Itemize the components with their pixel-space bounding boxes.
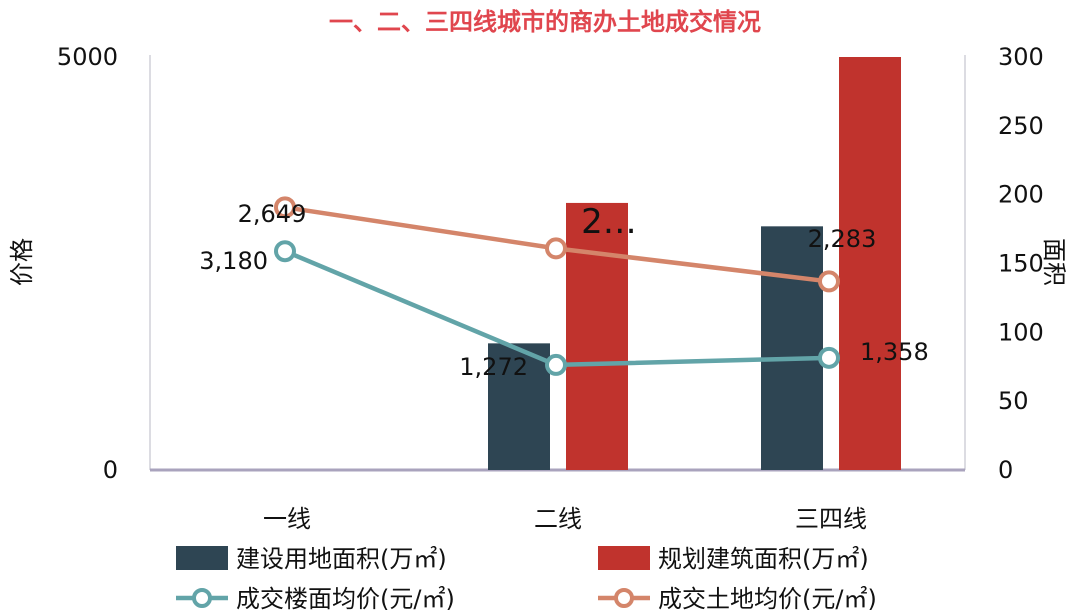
y-right-tick-label: 150 [998, 250, 1044, 278]
line-data-label: 1,358 [860, 338, 929, 366]
line-point [545, 353, 567, 376]
legend-swatch [598, 546, 650, 570]
legend-swatch-marker [192, 588, 212, 608]
line-data-label: 1,272 [459, 353, 528, 381]
y-right-tick-label: 100 [998, 318, 1044, 346]
legend-swatch-marker [614, 588, 634, 608]
legend-label: 规划建筑面积(万㎡) [658, 545, 869, 573]
y-right-tick-label: 300 [998, 43, 1044, 71]
y-right-tick-label: 200 [998, 181, 1044, 209]
y-right-tick-label: 50 [998, 387, 1029, 415]
chart-title: 一、二、三四线城市的商办土地成交情况 [329, 8, 761, 36]
x-tick-label: 三四线 [795, 505, 867, 533]
bar [839, 57, 901, 470]
y-left-tick-label: 0 [103, 456, 118, 484]
line-point [818, 270, 840, 293]
line-point [545, 237, 567, 260]
line-point [274, 240, 296, 263]
legend-swatch [176, 546, 228, 570]
x-tick-label: 二线 [534, 505, 582, 533]
line-data-label: 2,283 [808, 225, 877, 253]
line-point [274, 196, 296, 219]
series-line [284, 249, 830, 368]
legend-label: 成交楼面均价(元/㎡) [236, 585, 455, 613]
y-right-tick-label: 0 [998, 456, 1013, 484]
line-data-label: 3,180 [199, 247, 268, 275]
y-left-label: 价格 [8, 238, 36, 286]
y-right-tick-label: 250 [998, 112, 1044, 140]
bar [488, 343, 550, 470]
line-point [818, 346, 840, 369]
bar-data-label: 2… [581, 202, 637, 242]
legend-label: 建设用地面积(万㎡) [236, 545, 447, 573]
line-data-label: 2,649 [238, 200, 307, 228]
bar [566, 202, 628, 470]
bar [761, 226, 823, 470]
x-tick-label: 一线 [263, 505, 311, 533]
legend-label: 成交土地均价(元/㎡) [658, 585, 877, 613]
y-left-tick-label: 5000 [57, 43, 118, 71]
y-right-label: 面积 [1040, 238, 1068, 286]
